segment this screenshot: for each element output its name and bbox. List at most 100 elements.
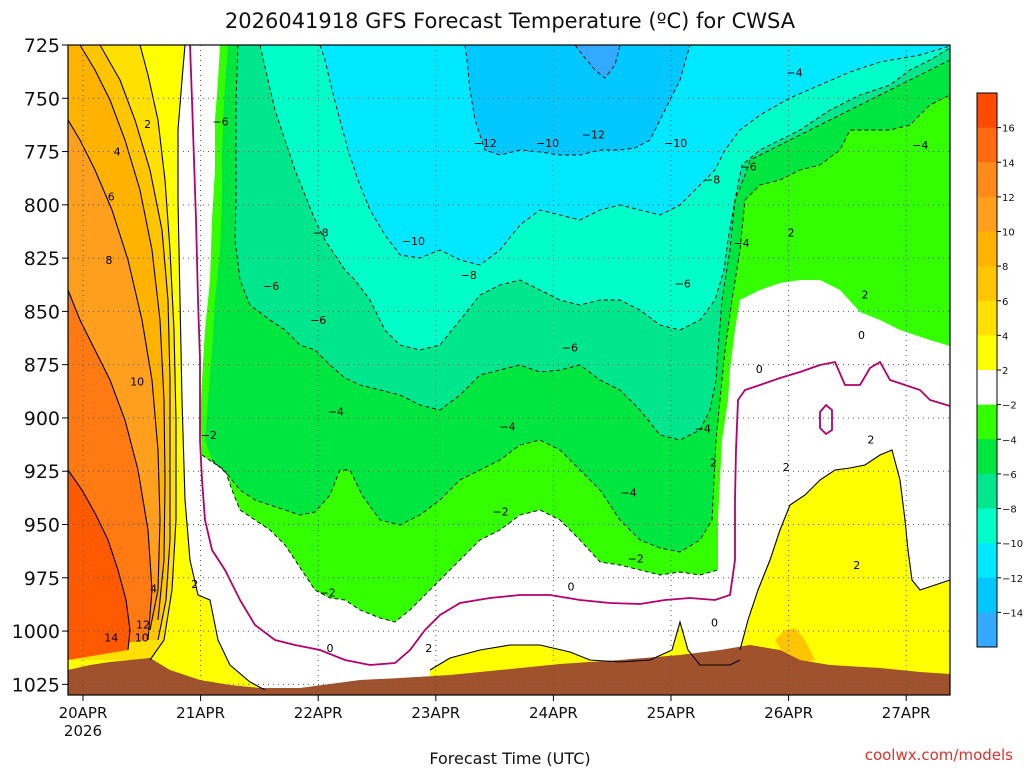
- contour-minus-10: [319, 44, 951, 266]
- colorbar-label: 10: [1002, 228, 1015, 239]
- contour-label: −8: [312, 227, 328, 240]
- contour-label: 0: [568, 580, 575, 593]
- zero-contour-west: [189, 44, 951, 666]
- contour-label: 8: [105, 254, 112, 267]
- colorbar-label: −2: [1002, 401, 1017, 412]
- contour-label: −6: [675, 278, 691, 291]
- field-plus-2-east: [740, 450, 950, 680]
- contour-plus-6: [99, 44, 171, 641]
- contour-label: 2: [425, 642, 432, 655]
- contour-label: −6: [263, 280, 279, 293]
- chart-title: 2026041918 GFS Forecast Temperature (ºC)…: [225, 9, 796, 33]
- colorbar-label: 6: [1002, 297, 1008, 308]
- contour-label: −4: [621, 487, 637, 500]
- contour-label: −4: [328, 406, 344, 419]
- colorbar-swatch: [977, 93, 997, 129]
- grid: [68, 44, 950, 695]
- contour-label: −2: [492, 506, 508, 519]
- contour-label: −10: [536, 137, 559, 150]
- contour-label: 2: [862, 288, 869, 301]
- x-tick-label: 25APR: [647, 704, 696, 722]
- colorbar-swatch: [977, 577, 997, 613]
- colorbar-swatch: [977, 231, 997, 267]
- contour-plus-2: [177, 44, 266, 691]
- x-axis-label: Forecast Time (UTC): [429, 749, 590, 768]
- contour-label: 12: [136, 619, 150, 632]
- x-tick-label: 23APR: [411, 704, 460, 722]
- contour-label: −12: [474, 137, 497, 150]
- x-tick-label: 22APR: [294, 704, 343, 722]
- colorbar-label: −10: [1002, 539, 1023, 550]
- y-tick-label: 800: [24, 195, 60, 217]
- contour-plus-10: [67, 119, 161, 631]
- colorbar-label: −12: [1002, 574, 1023, 585]
- x-tick-sublabel: 2026: [64, 722, 102, 740]
- x-tick-label: 20APR: [59, 704, 108, 722]
- y-tick-label: 750: [24, 88, 60, 110]
- y-tick-label: 1025: [12, 674, 60, 696]
- colorbar-label: 14: [1002, 158, 1015, 169]
- y-tick-label: 925: [24, 461, 60, 483]
- contour-label: 2: [853, 559, 860, 572]
- colorbar-label: 2: [1002, 366, 1008, 377]
- colorbar-swatch: [977, 266, 997, 302]
- contour-label: 4: [114, 146, 121, 159]
- contour-plus-4: [139, 44, 177, 661]
- colorbar-label: 12: [1002, 193, 1015, 204]
- colorbar-swatch: [977, 335, 997, 371]
- contour-label: −2: [201, 429, 217, 442]
- contour-minus-4: [211, 94, 951, 553]
- contour-label: 2: [144, 118, 151, 131]
- contour-label: 14: [104, 631, 118, 644]
- contour-plus-2-south: [429, 619, 741, 671]
- colorbar-swatch: [977, 404, 997, 440]
- contour-label: −6: [310, 314, 326, 327]
- x-tick-label: 27APR: [882, 704, 931, 722]
- credit-text[interactable]: coolwx.com/models: [865, 746, 1013, 764]
- contour-label: 2: [867, 433, 874, 446]
- contour-label: 6: [108, 190, 115, 203]
- contour-label: −6: [741, 160, 757, 173]
- colorbar-swatch: [977, 543, 997, 579]
- terrain: [68, 645, 950, 695]
- colorbar-label: 16: [1002, 124, 1015, 135]
- field-minus-14: [575, 45, 620, 78]
- colorbar-swatch: [977, 370, 997, 406]
- x-tick-label: 21APR: [176, 704, 225, 722]
- contour-plus-8: [79, 44, 166, 621]
- colorbar-swatch: [977, 162, 997, 198]
- field-plus-14: [68, 470, 130, 660]
- colorbar-label: 4: [1002, 331, 1008, 342]
- colorbar-swatch: [977, 473, 997, 509]
- colorbar-swatch: [977, 439, 997, 475]
- contour-label: 0: [326, 642, 333, 655]
- y-tick-label: 875: [24, 355, 60, 377]
- contour-label: 0: [858, 329, 865, 342]
- contour-label: −8: [461, 269, 477, 282]
- contour-minus-12: [464, 44, 691, 156]
- contour-label: 2: [783, 461, 790, 474]
- contour-label: −8: [704, 173, 720, 186]
- contour-label: −10: [402, 235, 425, 248]
- contour-plus-2-east: [739, 449, 951, 651]
- contour-label: −4: [499, 420, 515, 433]
- contour-label: −6: [212, 116, 228, 129]
- contour-label: −4: [912, 139, 928, 152]
- field-minus-12: [465, 45, 690, 155]
- y-axis: 725 750 775 800 825 850 875 900 925 950 975 1000 102…: [12, 35, 68, 696]
- contour-label: 0: [756, 363, 763, 376]
- contour-label: −2: [628, 553, 644, 566]
- colorbar-label: −8: [1002, 505, 1017, 516]
- contour-label: −6: [562, 342, 578, 355]
- contour-plus-12: [67, 289, 153, 641]
- contour-lines: [67, 44, 951, 691]
- contour-label: −4: [786, 67, 802, 80]
- contour-label: −12: [582, 129, 605, 142]
- colorbar-swatch: [977, 196, 997, 232]
- contour-minus-8: [259, 44, 951, 351]
- y-tick-label: 825: [24, 248, 60, 270]
- colorbar-label: −4: [1002, 435, 1017, 446]
- y-tick-label: 950: [24, 515, 60, 537]
- y-tick-label: 850: [24, 301, 60, 323]
